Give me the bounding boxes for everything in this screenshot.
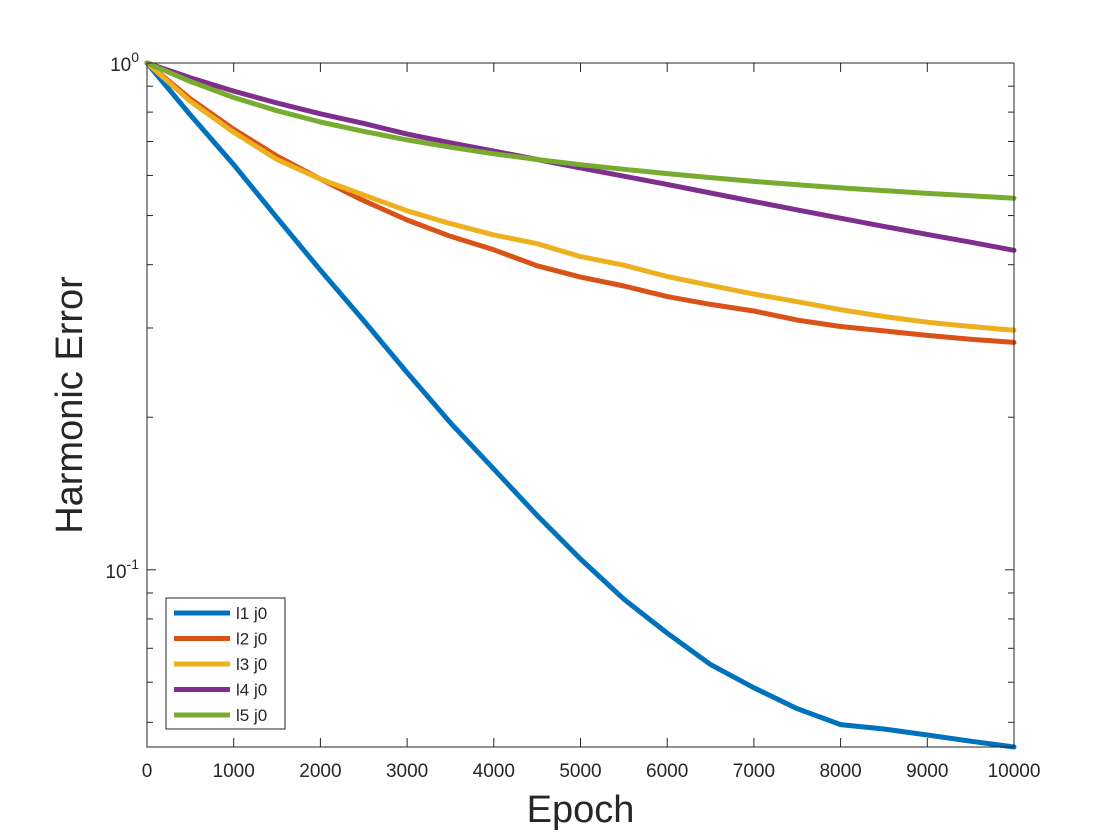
legend-label: l1 j0 xyxy=(236,604,267,623)
x-tick-label: 10000 xyxy=(988,761,1041,782)
x-tick-labels: 0 1000 2000 3000 4000 5000 6000 7000 8000 9000 100… xyxy=(142,761,1041,782)
series-line-5 xyxy=(144,60,1017,201)
legend-label: l5 j0 xyxy=(236,706,267,725)
x-tick-label: 0 xyxy=(142,761,153,782)
y-tick-exponent: 0 xyxy=(131,49,139,65)
legend-item: l2 j0 xyxy=(174,630,267,649)
x-tick-label: 2000 xyxy=(299,761,341,782)
x-tick-label: 4000 xyxy=(473,761,515,782)
series-line-1 xyxy=(144,60,1017,750)
x-tick-label: 6000 xyxy=(646,761,688,782)
legend-label: l3 j0 xyxy=(236,655,267,674)
y-tick-label: 100 xyxy=(110,49,139,76)
x-tick-label: 9000 xyxy=(906,761,948,782)
x-axis-title: Epoch xyxy=(527,789,635,831)
y-tick-base: 10 xyxy=(105,562,126,583)
legend-item: l3 j0 xyxy=(174,655,267,674)
legend-item: l5 j0 xyxy=(174,706,267,725)
y-tick-exponent: -1 xyxy=(127,556,140,572)
legend-item: l4 j0 xyxy=(174,681,267,700)
y-tick-label: 10-1 xyxy=(105,556,139,583)
x-tick-label: 1000 xyxy=(213,761,255,782)
plot-area-frame xyxy=(146,62,1015,748)
series-line-4 xyxy=(144,60,1017,253)
series-line-3 xyxy=(144,60,1017,333)
legend-label: l2 j0 xyxy=(236,630,267,649)
legend-label: l4 j0 xyxy=(236,681,267,700)
series-lines xyxy=(144,60,1017,750)
legend: l1 j0 l2 j0 l3 j0 l4 j0 l5 j0 xyxy=(165,597,286,730)
legend-item: l1 j0 xyxy=(174,604,267,623)
y-axis-title: Harmonic Error xyxy=(49,276,91,534)
x-tick-label: 3000 xyxy=(386,761,428,782)
x-tick-label: 5000 xyxy=(559,761,601,782)
y-tick-base: 10 xyxy=(110,55,131,76)
x-tick-label: 7000 xyxy=(733,761,775,782)
x-tick-label: 8000 xyxy=(819,761,861,782)
